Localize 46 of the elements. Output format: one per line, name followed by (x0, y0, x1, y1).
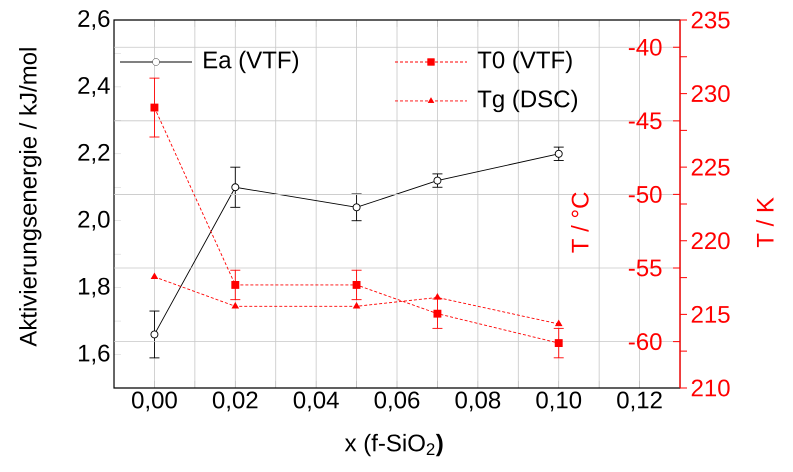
y2-tick-label: -55 (628, 260, 662, 276)
point (433, 310, 442, 318)
x-tick-label: 0,12 (617, 391, 662, 412)
y2-tick-label: -40 (628, 38, 662, 56)
point (150, 104, 158, 112)
y3-axis-title: T / K (756, 197, 774, 248)
x-tick-label: 0,02 (212, 391, 258, 412)
y3-tick-label: 220 (692, 232, 730, 250)
y3-tick-label: 210 (692, 379, 730, 396)
y-tick-label: 2,4 (78, 76, 110, 97)
y-tick-label: 1,6 (78, 344, 110, 364)
x-tick-label: 0,00 (132, 391, 177, 412)
point (353, 302, 360, 308)
y3-tick-label: 215 (692, 306, 730, 323)
y3-tick-label: 235 (692, 11, 730, 28)
point (231, 183, 240, 192)
y-tick-label: 2,0 (78, 210, 110, 231)
point (352, 203, 361, 212)
x-tick-label: 0,10 (536, 391, 582, 412)
y2-tick-label: -50 (628, 186, 662, 203)
point (434, 294, 441, 300)
x-tick-label: 0,06 (374, 391, 420, 412)
point (150, 330, 158, 338)
x-tick-label: 0,04 (294, 391, 339, 412)
y-tick-label: 1,8 (78, 278, 110, 298)
legend-label: Ea (VTF) (204, 50, 298, 74)
y3-tick-label: 230 (692, 85, 730, 102)
legend-label: Tg (DSC) (478, 90, 578, 112)
y-axis-title: Aktivierungsenergie / kJ/mol (19, 48, 42, 347)
point (231, 280, 240, 289)
y-tick-label: 2,2 (78, 144, 110, 164)
y2-tick-label: -45 (628, 112, 662, 130)
point (150, 272, 158, 280)
y3-tick-label: 225 (692, 158, 730, 176)
x-tick-label: 0,08 (455, 391, 500, 412)
y-tick-label: 2,6 (78, 10, 110, 30)
y2-axis-title: T / °C (571, 192, 589, 253)
point (555, 320, 562, 326)
point (554, 339, 563, 348)
point (433, 176, 442, 185)
point (554, 150, 563, 158)
x-axis-title: x (f-SiO$_{2}$) (344, 434, 443, 456)
point (232, 302, 239, 308)
legend-label: T0 (VTF) (478, 50, 572, 74)
point (352, 280, 361, 289)
y2-tick-label: -60 (628, 333, 662, 350)
